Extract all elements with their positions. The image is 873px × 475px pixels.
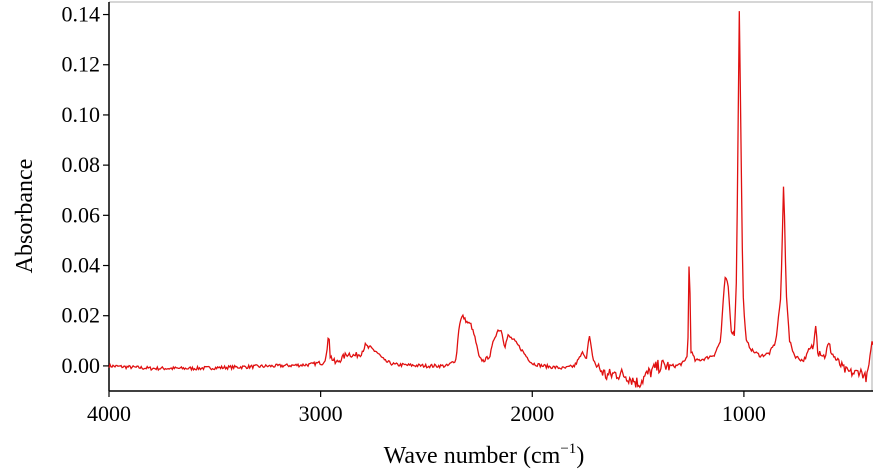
y-axis-ticks: 0.00 0.02 0.04 0.06 0.08 0.10 0.12 0.14 (62, 2, 109, 378)
y-tick-label: 0.08 (62, 152, 101, 177)
x-axis-ticks: 4000 3000 2000 1000 (87, 391, 766, 426)
spectrum-line (108, 11, 873, 389)
x-tick-label: 2000 (510, 401, 554, 426)
y-tick-label: 0.02 (62, 303, 101, 328)
y-tick-label: 0.06 (62, 202, 101, 227)
x-tick-label: 1000 (722, 401, 766, 426)
y-tick-label: 0.10 (62, 102, 101, 127)
x-axis-title: Wave number (cm−1) (384, 441, 585, 469)
y-axis-title: Absorbance (12, 159, 38, 274)
y-tick-label: 0.14 (62, 2, 101, 27)
y-tick-label: 0.04 (62, 253, 101, 278)
y-tick-label: 0.12 (62, 52, 101, 77)
x-tick-label: 3000 (299, 401, 343, 426)
x-tick-label: 4000 (87, 401, 131, 426)
y-tick-label: 0.00 (62, 353, 101, 378)
